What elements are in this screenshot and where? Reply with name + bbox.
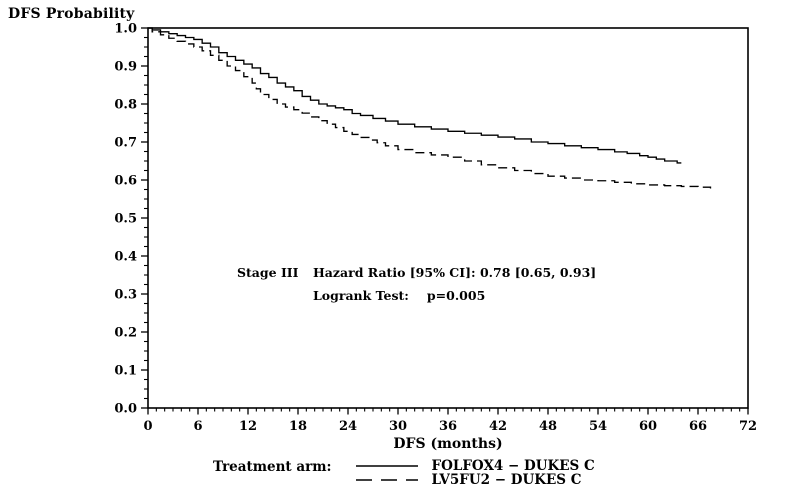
x-tick-label: 60 [639, 419, 657, 434]
y-tick-label: 0.0 [114, 402, 137, 417]
x-axis-label: DFS (months) [393, 436, 503, 452]
x-tick-label: 30 [389, 419, 407, 434]
x-tick-label: 42 [489, 419, 507, 434]
y-tick-label: 0.5 [114, 212, 137, 227]
logrank-label: Logrank Test: [313, 288, 409, 303]
logrank-value: p=0.005 [426, 288, 486, 303]
x-tick-label: 66 [689, 419, 707, 434]
folfox4-curve [148, 27, 682, 164]
y-tick-label: 0.3 [114, 288, 137, 303]
legend-entry-lv5fu2: LV5FU2 − DUKES C [355, 472, 582, 488]
legend-title: Treatment arm: [213, 459, 332, 475]
dashed-line-swatch [355, 479, 418, 481]
y-tick-label: 0.1 [114, 364, 137, 379]
x-tick-label: 12 [239, 419, 257, 434]
x-tick-label: 6 [193, 419, 202, 434]
y-tick-label: 0.7 [114, 136, 137, 151]
lv5fu2-curve [148, 27, 712, 189]
y-tick-label: 0.4 [114, 250, 137, 265]
x-tick-label: 0 [143, 419, 152, 434]
y-tick-label: 1.0 [114, 22, 137, 37]
plot-frame [147, 27, 749, 409]
hazard-ratio-annotation: Hazard Ratio [95% CI]: 0.78 [0.65, 0.93] [313, 265, 597, 280]
x-tick-label: 24 [339, 419, 357, 434]
legend-entry-folfox4: FOLFOX4 − DUKES C [355, 458, 595, 474]
stage-annotation: Stage III [237, 265, 299, 280]
solid-line-swatch [355, 465, 418, 467]
legend-label: FOLFOX4 − DUKES C [431, 458, 595, 474]
y-tick-label: 0.6 [114, 174, 137, 189]
legend: Treatment arm: FOLFOX4 − DUKES C LV5FU2 … [213, 458, 595, 488]
legend-label: LV5FU2 − DUKES C [431, 472, 582, 488]
x-tick-label: 72 [739, 419, 757, 434]
y-tick-label: 0.8 [114, 98, 137, 113]
x-tick-label: 18 [289, 419, 307, 434]
x-tick-label: 36 [439, 419, 457, 434]
x-tick-label: 48 [539, 419, 557, 434]
logrank-annotation: Logrank Test: p=0.005 [313, 288, 485, 303]
y-tick-label: 0.9 [114, 60, 137, 75]
y-axis-title: DFS Probability [8, 6, 135, 22]
y-tick-label: 0.2 [114, 326, 137, 341]
x-tick-label: 54 [589, 419, 607, 434]
